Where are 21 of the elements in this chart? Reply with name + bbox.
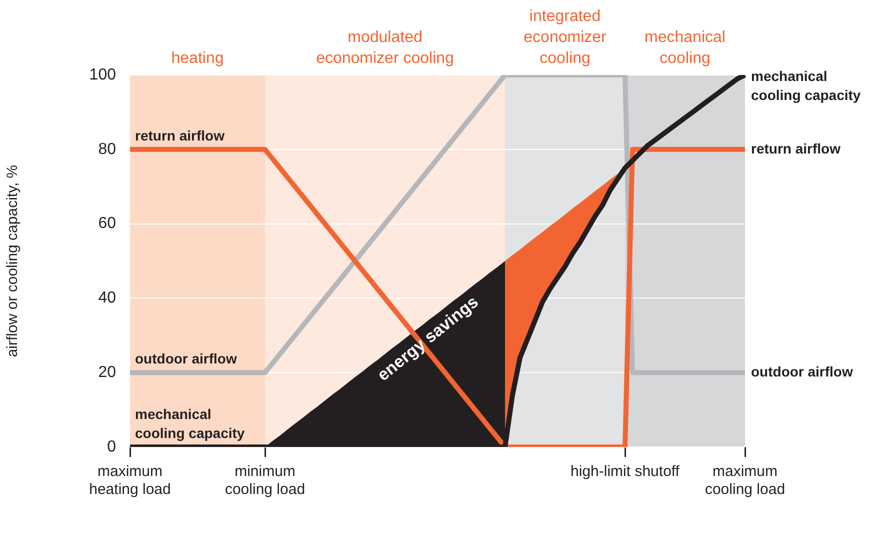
- series-label: outdoor airflow: [135, 350, 237, 367]
- text: integrated economizer cooling: [524, 8, 608, 67]
- text: mechanical cooling capacity: [751, 68, 861, 103]
- series-label: return airflow: [135, 127, 225, 144]
- x-tick-label: maximum heating load: [89, 463, 171, 498]
- series-label: mechanical cooling capacity: [135, 406, 245, 441]
- y-tick-label: 80: [98, 140, 116, 158]
- x-tick-label: high-limit shutoff: [570, 463, 680, 480]
- y-axis-title: airflow or cooling capacity, %: [4, 164, 22, 358]
- text: modulated economizer cooling: [316, 29, 454, 67]
- text: heating: [171, 50, 224, 67]
- y-tick-label: 40: [98, 290, 116, 307]
- y-tick-label: 0: [107, 438, 116, 456]
- x-tick-label: maximum cooling load: [704, 463, 786, 498]
- text: mechanical cooling: [644, 29, 726, 67]
- y-tick-label: 60: [98, 215, 116, 232]
- x-tick-label: minimum cooling load: [224, 463, 306, 498]
- y-tick-label: 100: [89, 66, 116, 84]
- y-tick-label: 20: [98, 364, 116, 382]
- text: return airflow: [751, 140, 840, 156]
- text: outdoor airflow: [751, 363, 853, 380]
